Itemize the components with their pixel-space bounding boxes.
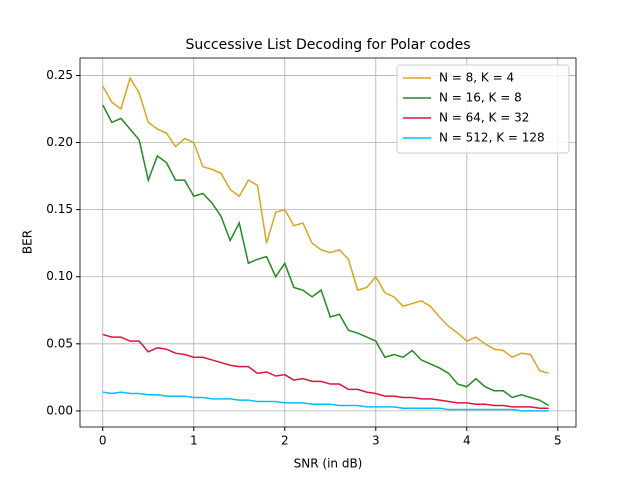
y-tick-label: 0.15: [46, 202, 73, 216]
y-tick-label: 0.10: [46, 269, 73, 283]
plot-frame: [79, 57, 577, 428]
series-line: [102, 391, 549, 412]
legend-box: [396, 64, 570, 154]
y-tick-label: 0.20: [46, 135, 73, 149]
y-axis-label: BER: [21, 230, 35, 254]
series-line: [102, 333, 549, 409]
series-line: [102, 104, 550, 407]
x-tick-label: 5: [554, 434, 562, 448]
legend-label: N = 64, K = 32: [439, 111, 529, 125]
x-axis-label: SNR (in dB): [294, 457, 363, 471]
chart-title: Successive List Decoding for Polar codes: [185, 37, 470, 53]
x-tick-label: 2: [281, 434, 289, 448]
x-tick-label: 3: [372, 434, 380, 448]
x-tick-label: 1: [190, 434, 198, 448]
x-tick-label: 0: [99, 434, 107, 448]
x-tick-label: 4: [463, 434, 471, 448]
legend-label: N = 16, K = 8: [439, 91, 522, 105]
series-line: [102, 76, 549, 375]
legend-label: N = 8, K = 4: [439, 71, 514, 85]
y-tick-label: 0.25: [46, 68, 73, 82]
y-tick-label: 0.05: [46, 336, 73, 350]
y-tick-label: 0.00: [46, 403, 73, 417]
legend-label: N = 512, K = 128: [439, 131, 545, 145]
